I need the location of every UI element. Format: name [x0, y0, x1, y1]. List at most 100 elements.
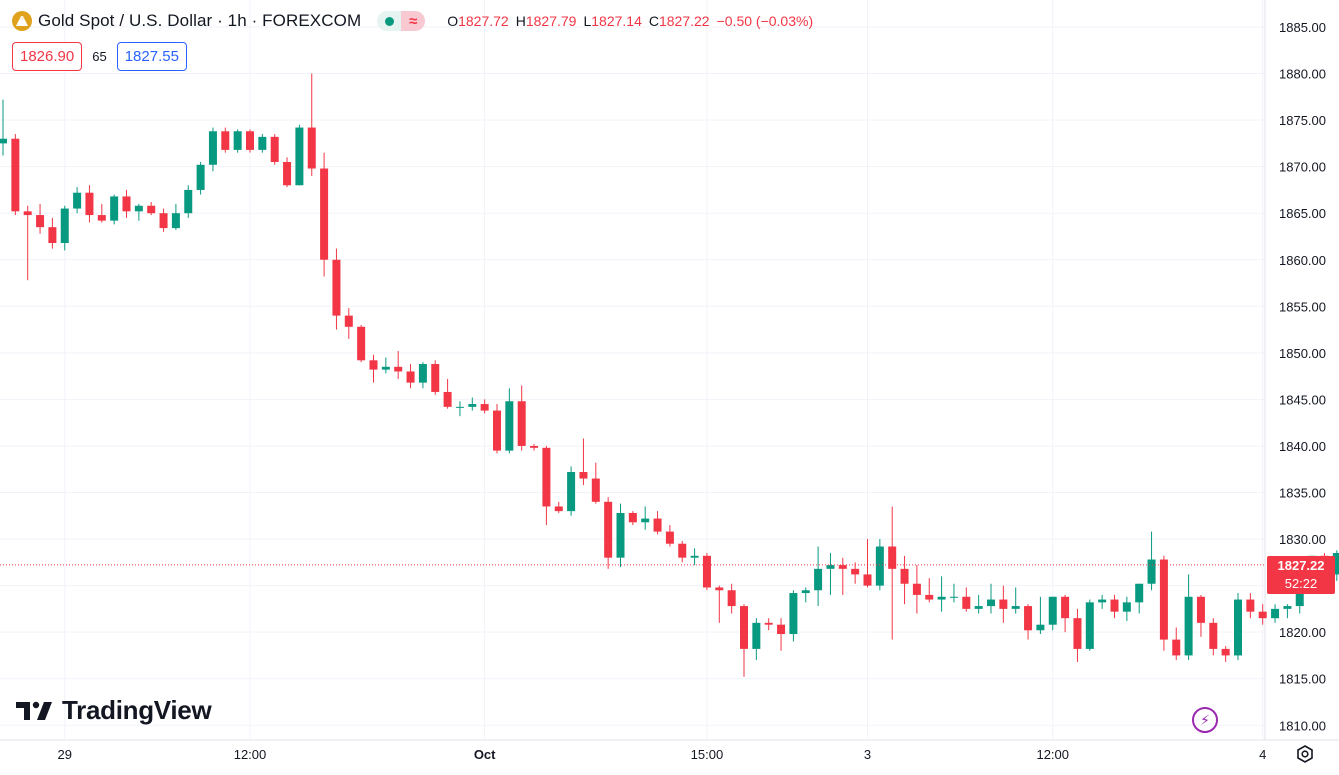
- price-tick-label: 1850.00: [1279, 346, 1326, 361]
- candle: [604, 497, 613, 569]
- candle: [418, 362, 427, 389]
- green-dot-icon[interactable]: [377, 11, 401, 31]
- candle: [826, 553, 835, 595]
- symbol-title[interactable]: Gold Spot / U.S. Dollar · 1h · FOREXCOM: [38, 11, 362, 30]
- candle-body: [1234, 599, 1242, 656]
- candle-body: [36, 215, 45, 228]
- candle-body: [912, 583, 921, 595]
- wave-icon[interactable]: ≈: [401, 11, 426, 31]
- price-tick-label: 1865.00: [1279, 206, 1326, 221]
- settings-gear-icon[interactable]: [1296, 745, 1314, 763]
- candle: [974, 594, 983, 614]
- candle: [591, 462, 600, 504]
- candle-body: [752, 622, 761, 649]
- candle: [505, 388, 514, 454]
- buy-button[interactable]: 1827.55: [116, 42, 187, 71]
- candle: [258, 134, 267, 153]
- candle: [567, 466, 576, 516]
- candle: [900, 555, 909, 605]
- candle: [727, 583, 736, 614]
- candle-body: [1073, 618, 1082, 649]
- candle: [740, 604, 748, 677]
- candle: [357, 324, 366, 363]
- candle: [406, 364, 415, 389]
- ohlc-close-value: 1827.22: [658, 13, 710, 29]
- candle-body: [307, 127, 316, 169]
- candles-layer: [0, 73, 1339, 677]
- candle-body: [1283, 606, 1292, 609]
- candle-body: [690, 555, 699, 558]
- candle-body: [196, 164, 205, 190]
- candle: [369, 354, 378, 383]
- candle: [752, 618, 761, 661]
- candle: [715, 585, 724, 623]
- time-tick-label: 4: [1259, 747, 1266, 762]
- candle: [863, 539, 872, 588]
- candle: [122, 189, 131, 218]
- time-tick-label: 3: [864, 747, 871, 762]
- candle-body: [888, 546, 897, 569]
- time-tick-label: Oct: [474, 747, 496, 762]
- candle: [653, 511, 662, 535]
- candle-body: [394, 366, 403, 372]
- price-axis[interactable]: 1885.00 1880.00 1875.00 1870.00 1865.00 1860.…: [1279, 20, 1326, 733]
- candle: [1209, 618, 1218, 656]
- candle: [962, 587, 971, 612]
- candle-body: [678, 543, 687, 558]
- candle: [171, 203, 180, 230]
- last-price-value: 1827.22: [1277, 558, 1325, 573]
- price-tick-label: 1880.00: [1279, 67, 1326, 82]
- candle-body: [702, 555, 711, 588]
- candle-body: [591, 478, 600, 502]
- candle: [196, 161, 205, 195]
- candle-body: [715, 587, 724, 591]
- candle-body: [258, 136, 267, 150]
- candle: [925, 578, 934, 603]
- candle-body: [554, 506, 563, 512]
- status-pill[interactable]: ≈: [377, 11, 426, 31]
- candle-body: [1036, 624, 1045, 631]
- candle-body: [443, 391, 452, 407]
- candle-body: [604, 501, 613, 558]
- candle-body: [814, 568, 823, 591]
- candle-body: [159, 213, 168, 229]
- candle-body: [1159, 559, 1168, 640]
- candle-body: [48, 227, 57, 243]
- candle: [764, 618, 773, 631]
- lightning-icon[interactable]: ⚡: [1192, 707, 1218, 733]
- candle: [789, 590, 798, 642]
- ohlc-open-key: O: [447, 13, 459, 29]
- candle: [97, 203, 106, 223]
- candle: [888, 506, 897, 640]
- candle-body: [628, 512, 637, 523]
- sell-button[interactable]: 1826.90: [12, 42, 83, 71]
- candle-body: [1246, 599, 1255, 612]
- price-tick-label: 1830.00: [1279, 532, 1326, 547]
- time-tick-label: 12:00: [1036, 747, 1069, 762]
- candle: [184, 185, 193, 218]
- candle: [517, 385, 526, 451]
- candle-body: [801, 590, 810, 594]
- candle: [233, 129, 242, 153]
- candle-body: [295, 127, 304, 186]
- candle: [307, 73, 316, 176]
- candle-body: [418, 364, 427, 383]
- candle: [838, 557, 847, 595]
- ohlc-change: −0.50 (−0.03%): [716, 13, 814, 29]
- candle: [665, 525, 674, 547]
- candle: [60, 205, 69, 251]
- candle: [344, 308, 353, 339]
- time-tick-label: 29: [58, 747, 72, 762]
- candle-body: [97, 215, 106, 221]
- grid-lines: [0, 0, 1339, 741]
- tradingview-logo[interactable]: TradingView: [16, 695, 212, 726]
- candle: [431, 360, 440, 395]
- candle-body: [1085, 602, 1094, 649]
- tradingview-mark-icon: [16, 701, 52, 720]
- candle: [1271, 604, 1280, 623]
- candle: [332, 248, 341, 330]
- candle: [641, 506, 650, 530]
- candle-body: [875, 546, 884, 586]
